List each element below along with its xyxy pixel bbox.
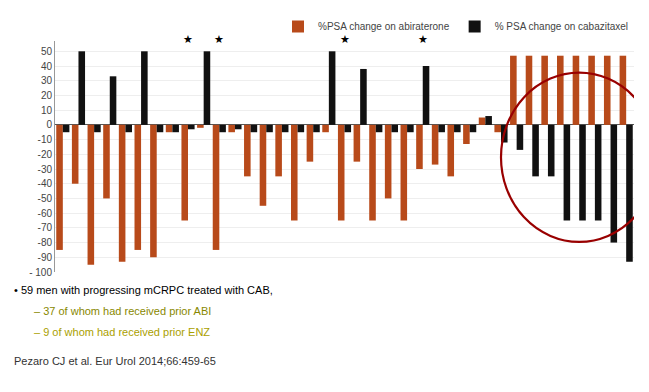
svg-text:– 9 of whom had received prior: – 9 of whom had received prior ENZ — [34, 326, 210, 338]
svg-text:★: ★ — [214, 33, 224, 46]
svg-text:-60: -60 — [38, 208, 53, 219]
svg-text:-30: -30 — [38, 164, 53, 175]
svg-text:-50: -50 — [38, 193, 53, 204]
svg-text:• 59 men with progressing mCRP: • 59 men with progressing mCRPC treated … — [14, 284, 273, 296]
svg-text:★: ★ — [183, 33, 193, 46]
svg-text:-20: -20 — [38, 149, 53, 160]
svg-text:10: 10 — [41, 105, 53, 116]
svg-text:★: ★ — [340, 33, 350, 46]
svg-text:0: 0 — [46, 119, 52, 130]
svg-text:– 37 of whom had received prio: – 37 of whom had received prior ABI — [34, 305, 211, 317]
svg-text:-70: -70 — [38, 222, 53, 233]
svg-text:50: 50 — [41, 46, 53, 57]
svg-text:40: 40 — [41, 61, 53, 72]
svg-text:-80: -80 — [38, 237, 53, 248]
svg-text:★: ★ — [418, 33, 428, 46]
svg-text:-10: -10 — [38, 134, 53, 145]
svg-text:30: 30 — [41, 75, 53, 86]
svg-text:% PSA change on cabazitaxel: % PSA change on cabazitaxel — [495, 21, 628, 32]
svg-text:20: 20 — [41, 90, 53, 101]
svg-text:%PSA change on abiraterone: %PSA change on abiraterone — [318, 21, 450, 32]
svg-text:-90: -90 — [38, 252, 53, 263]
svg-text:- 100: - 100 — [29, 267, 52, 278]
svg-text:-40: -40 — [38, 178, 53, 189]
svg-text:Pezaro CJ et al. Eur Urol 2014: Pezaro CJ et al. Eur Urol 2014;66:459-65 — [14, 355, 216, 367]
